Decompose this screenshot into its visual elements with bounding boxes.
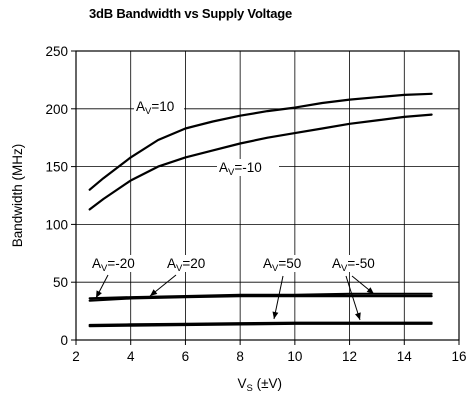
chart-title: 3dB Bandwidth vs Supply Voltage [89,6,293,21]
x-tick-label: 8 [236,349,244,364]
annotation-backdrop [330,255,392,272]
annotation-av-eq--50: AV=-50 [332,256,375,274]
series-lines [88,92,433,328]
annotation-arrowhead [96,290,102,298]
y-axis-label: Bandwidth (MHz) [10,144,25,248]
annotation-av-eq-20: AV=20 [167,256,205,274]
annotation-arrowhead [272,311,279,319]
series-line-0 [88,92,433,191]
annotation-backdrop [261,255,311,272]
y-tick-label: 250 [45,44,68,59]
y-tick-label: 200 [45,102,68,117]
x-tick-label: 2 [72,349,80,364]
y-tick-label: 100 [45,217,68,232]
x-axis-label-main: V [238,376,247,391]
annotation-arrowhead [366,287,374,294]
x-axis-label-sub: S [247,383,253,394]
annotation-av-eq--20: AV=-20 [92,256,135,274]
x-tick-label: 14 [397,349,413,364]
plot-frame [75,50,460,341]
annotation-backdrop [134,98,184,115]
x-tick-label: 16 [451,349,466,364]
x-tick-label: 4 [127,349,135,364]
annotation-av-eq-50: AV=50 [263,256,301,274]
x-tick-label: 12 [342,349,357,364]
series-line-3 [88,295,433,302]
annotation-backdrop [90,255,152,272]
annotation-arrowhead [150,289,158,296]
y-tick-label: 150 [45,160,68,175]
axis-ticks: 0 50 100 150 200 250 2 4 6 8 10 12 14 16 [45,44,466,364]
annotation-arrow [273,275,284,320]
x-tick-label: 6 [182,349,190,364]
y-tick-label: 50 [53,275,68,290]
x-axis-label: VS (±V) [238,376,283,394]
annotation-backdrop [217,159,279,176]
annotation-av-eq--10: AV=-10 [219,160,262,178]
series-line-2 [88,292,433,300]
x-axis-label-unit: (±V) [253,376,282,391]
annotation-av-eq-10: AV=10 [136,99,174,117]
y-tick-label: 0 [60,333,68,348]
series-line-1 [88,113,433,211]
annotation-arrowhead [355,312,361,320]
annotation-arrow [345,275,361,321]
series-annotations: AV=10 AV=-10 AV=-20 AV=20 AV=50 AV=-50 [90,98,392,321]
annotation-backdrop [165,255,215,272]
x-tick-label: 10 [287,349,302,364]
series-line-5 [88,322,433,328]
